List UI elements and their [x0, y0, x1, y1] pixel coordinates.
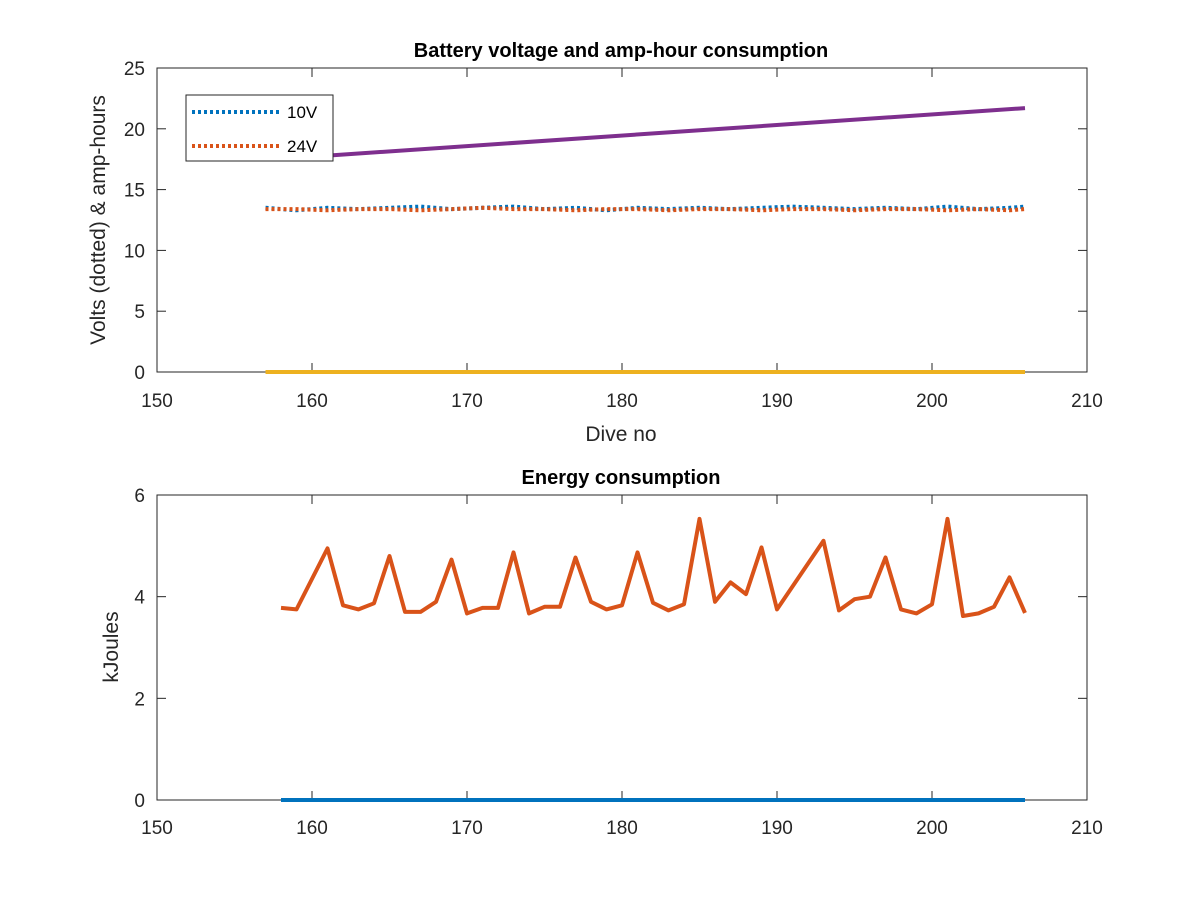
legend-box	[185, 94, 334, 162]
x-tick-label: 150	[141, 818, 173, 839]
series-layer	[280, 516, 1027, 802]
chart-title: Energy consumption	[522, 467, 721, 489]
y-tick-label: 25	[124, 59, 145, 80]
series-layer	[265, 106, 1026, 374]
chart-title: Battery voltage and amp-hour consumption	[414, 40, 828, 62]
y-axis-ticks: 0 5 10 15 20 25	[124, 59, 1087, 384]
y-tick-label: 0	[134, 363, 145, 384]
x-axis-label: Dive no	[585, 423, 656, 446]
x-tick-label: 180	[606, 391, 638, 412]
y-tick-label: 6	[134, 486, 145, 507]
y-tick-label: 2	[134, 689, 145, 710]
x-tick-label: 190	[761, 391, 793, 412]
x-tick-label: 190	[761, 818, 793, 839]
y-tick-label: 4	[134, 588, 145, 609]
y-tick-label: 20	[124, 120, 145, 141]
legend-label-24v: 24V	[287, 137, 318, 156]
voltage-chart: Battery voltage and amp-hour consumption…	[87, 40, 1103, 446]
x-tick-label: 150	[141, 391, 173, 412]
series-line-0-2	[327, 106, 1026, 158]
y-tick-label: 15	[124, 181, 145, 202]
x-tick-label: 160	[296, 818, 328, 839]
x-tick-label: 210	[1071, 391, 1103, 412]
y-axis-label: kJoules	[100, 611, 123, 682]
y-axis-ticks: 0 2 4 6	[134, 486, 1087, 812]
y-tick-label: 5	[134, 302, 145, 323]
series-line-1-1	[280, 516, 1027, 618]
x-tick-label: 180	[606, 818, 638, 839]
x-axis-ticks: 150 160 170 180 190 200 210	[141, 68, 1103, 412]
x-tick-label: 200	[916, 818, 948, 839]
x-axis-ticks: 150 160 170 180 190 200 210	[141, 495, 1103, 839]
legend-label-10v: 10V	[287, 103, 318, 122]
x-tick-label: 210	[1071, 818, 1103, 839]
y-axis-label: Volts (dotted) & amp-hours	[87, 95, 110, 345]
energy-chart: Energy consumption 150 160 170 180 190 200 210…	[100, 467, 1103, 839]
x-tick-label: 170	[451, 818, 483, 839]
x-tick-label: 200	[916, 391, 948, 412]
x-tick-label: 160	[296, 391, 328, 412]
x-tick-label: 170	[451, 391, 483, 412]
y-tick-label: 10	[124, 241, 145, 262]
y-tick-label: 0	[134, 791, 145, 812]
legend: 10V 24V	[185, 94, 334, 162]
